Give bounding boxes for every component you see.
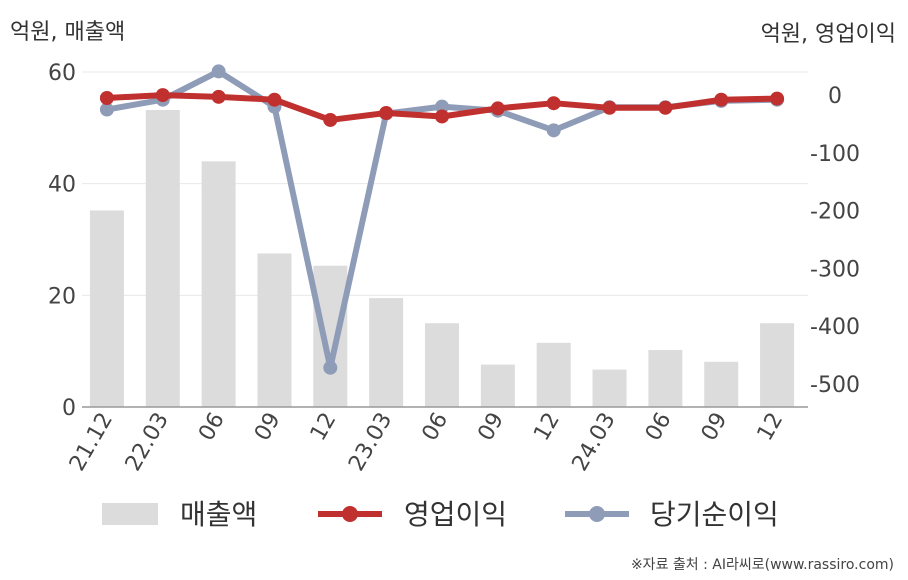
- left-tick-label: 0: [62, 396, 76, 421]
- bar: [425, 323, 459, 407]
- bar: [257, 253, 292, 407]
- series-point: [435, 99, 449, 114]
- series-point: [211, 89, 226, 104]
- legend-swatch-point: [589, 506, 605, 522]
- right-tick-label: 0: [828, 84, 842, 109]
- series-point: [99, 102, 114, 117]
- right-tick-label: -100: [810, 142, 860, 167]
- series-point: [435, 109, 449, 124]
- bar: [480, 364, 515, 407]
- bar: [89, 210, 124, 407]
- category-label: 22.03: [121, 409, 174, 476]
- source-credit: ※자료 출처 : AI라씨로(www.rassiro.com): [630, 557, 894, 573]
- category-label: 09: [473, 409, 509, 446]
- category-label: 06: [194, 409, 230, 446]
- right-axis-unit: 억원, 영업이익: [760, 22, 896, 47]
- series-point: [155, 88, 170, 103]
- series-point: [546, 123, 561, 138]
- series-point: [379, 106, 394, 121]
- series-point: [658, 100, 673, 115]
- category-label: 09: [697, 409, 733, 446]
- category-label: 24.03: [568, 409, 621, 476]
- series-point: [211, 64, 226, 79]
- left-tick-label: 40: [48, 173, 76, 198]
- legend-label: 매출액: [180, 498, 257, 531]
- legend-swatch-point: [342, 506, 358, 522]
- left-tick-label: 20: [48, 284, 76, 309]
- right-tick-label: -400: [810, 315, 860, 340]
- bar: [648, 350, 683, 407]
- line-series: [99, 64, 785, 375]
- bar: [760, 323, 795, 407]
- left-axis-unit: 억원, 매출액: [10, 20, 126, 45]
- right-tick-label: -200: [810, 200, 860, 225]
- series-point: [99, 90, 114, 105]
- bar: [704, 361, 739, 407]
- series-point: [323, 360, 338, 375]
- category-label: 12: [753, 409, 789, 446]
- legend-label: 영업이익: [404, 498, 507, 531]
- category-label: 12: [306, 409, 342, 446]
- series-point: [714, 92, 729, 107]
- series-point: [267, 92, 282, 107]
- bar: [201, 161, 236, 407]
- bar-series: [89, 109, 795, 407]
- category-label: 09: [250, 409, 286, 446]
- series-point: [546, 96, 561, 111]
- series-point: [323, 112, 338, 127]
- right-tick-label: -300: [810, 257, 860, 282]
- bar: [145, 109, 180, 407]
- bar: [536, 342, 571, 407]
- legend-swatch-bar: [102, 503, 158, 525]
- category-label: 06: [418, 409, 454, 446]
- bar: [369, 298, 404, 407]
- bar: [592, 369, 627, 407]
- series-point: [490, 101, 505, 116]
- series-point: [602, 100, 617, 115]
- category-label: 23.03: [344, 409, 397, 476]
- category-label: 06: [641, 409, 677, 446]
- legend-label: 당기순이익: [650, 498, 779, 531]
- left-tick-label: 60: [48, 61, 76, 86]
- legend: 매출액 영업이익 당기순이익: [102, 498, 779, 531]
- series-point: [770, 91, 785, 106]
- bar: [313, 265, 348, 407]
- category-label: 12: [529, 409, 565, 446]
- right-tick-label: -500: [810, 373, 860, 398]
